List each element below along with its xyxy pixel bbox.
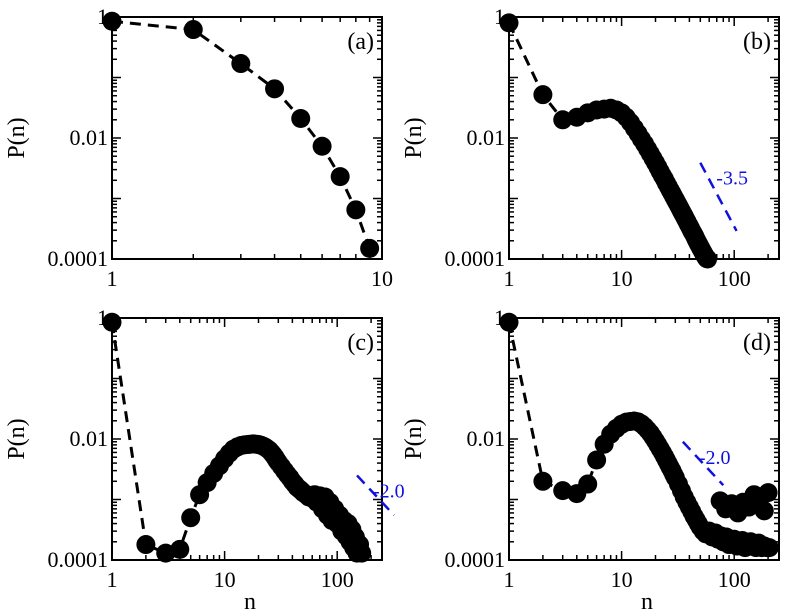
panel-a-point	[346, 200, 366, 220]
panel-d-point	[754, 501, 774, 521]
panel-c-xtick-label: 10	[214, 567, 236, 592]
panel-d-xlabel: n	[641, 589, 653, 611]
panel-d-point	[758, 483, 778, 503]
panel-c-xlabel: n	[244, 589, 256, 611]
panel-b-ylabel: P(n)	[401, 117, 427, 158]
panel-a-point	[312, 136, 332, 156]
panel-c-ylabel: P(n)	[4, 418, 30, 459]
panel-b-xtick-label: 1	[504, 266, 515, 291]
panel-a-frame	[111, 16, 383, 260]
panel-c-slope-label: -2.0	[373, 480, 405, 502]
panel-b-point	[553, 110, 573, 130]
panel-d: 1 10 100 0.0001 0.01 1 P(n) n (d) -2.0	[401, 305, 780, 611]
panel-a-ytick-label: 1	[97, 4, 108, 29]
panel-b: 1 10 100 0.0001 0.01 1 P(n) (b) -3.5	[401, 4, 780, 291]
panel-b-xtick-label: 100	[718, 266, 751, 291]
panel-a-xtick-label: 10	[371, 266, 393, 291]
panel-c-ytick-label: 0.0001	[48, 547, 109, 572]
panel-b-point	[499, 13, 519, 33]
panel-a-ytick-label: 0.01	[70, 125, 109, 150]
panel-c: 1 10 100 0.0001 0.01 1 P(n) n (c) -2.0	[4, 305, 405, 611]
panel-a-xtick-label: 1	[107, 266, 118, 291]
panel-b-ytick-label: 1	[494, 4, 505, 29]
panel-d-point	[499, 312, 519, 332]
panel-a-point	[102, 11, 122, 31]
panel-d-point	[578, 474, 598, 494]
panel-b-slope-label: -3.5	[716, 168, 748, 190]
panel-d-ytick-label: 0.01	[467, 426, 506, 451]
panel-d-ytick-label: 0.0001	[445, 547, 506, 572]
panel-a-ytick-label: 0.0001	[48, 246, 109, 271]
panel-d-point	[533, 471, 553, 491]
panel-d-point	[587, 450, 607, 470]
panel-c-point	[181, 508, 201, 528]
panel-d-slope-line	[681, 440, 725, 487]
panel-c-point	[136, 535, 156, 555]
panel-d-slope-label: -2.0	[699, 447, 731, 469]
panel-c-slope-line	[356, 474, 395, 517]
panel-c-ytick-label: 1	[97, 305, 108, 330]
panel-b-label: (b)	[743, 29, 771, 55]
panel-d-xtick-label: 10	[611, 567, 633, 592]
panel-c-xtick-label: 1	[107, 567, 118, 592]
panel-d-ylabel: P(n)	[401, 418, 427, 459]
panel-b-slope-line	[699, 162, 738, 232]
panel-d-xtick-label: 1	[504, 567, 515, 592]
panel-a-point	[291, 109, 311, 129]
panel-b-point	[533, 85, 553, 105]
panel-c-label: (c)	[347, 330, 374, 356]
panel-c-ytick-label: 0.01	[70, 426, 109, 451]
panel-a-point	[265, 79, 285, 99]
panel-a-point	[231, 54, 251, 74]
panel-c-point	[352, 543, 372, 563]
panel-a-point	[360, 238, 380, 258]
panel-a-label: (a)	[347, 29, 374, 55]
panel-a-ylabel: P(n)	[4, 117, 30, 158]
panel-c-point	[102, 312, 122, 332]
panel-d-ytick-label: 1	[494, 305, 505, 330]
panel-b-point	[698, 249, 718, 269]
panel-b-ytick-label: 0.01	[467, 125, 506, 150]
panel-c-point	[170, 539, 190, 559]
panel-d-label: (d)	[743, 330, 771, 356]
panel-b-ytick-label: 0.0001	[445, 246, 506, 271]
panel-b-xtick-label: 10	[611, 266, 633, 291]
panel-a-point	[183, 20, 203, 40]
panel-d-point	[759, 538, 779, 558]
panel-a-point	[330, 167, 350, 187]
panel-c-xtick-label: 100	[321, 567, 354, 592]
panel-d-xtick-label: 100	[718, 567, 751, 592]
panel-a: 1 10 0.0001 0.01 1 P(n) (a)	[4, 4, 393, 291]
